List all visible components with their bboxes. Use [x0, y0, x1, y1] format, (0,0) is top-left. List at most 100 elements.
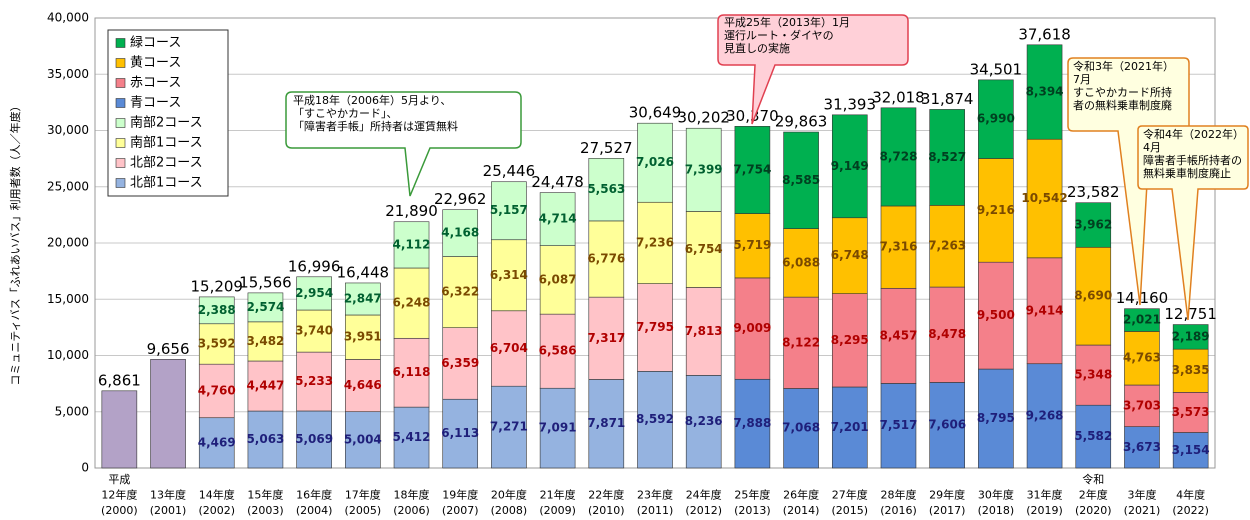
y-tick-label: 15,000 [47, 292, 89, 306]
annotation-text: 4月 [1143, 141, 1161, 154]
bar-segment [198, 296, 235, 325]
segment-label: 6,322 [441, 285, 479, 299]
total-label: 25,446 [483, 162, 536, 180]
annotation-text: 令和4年（2022年） [1143, 127, 1244, 141]
x-tick-label: 令和 [1082, 472, 1104, 486]
bar-segment [1075, 404, 1112, 469]
segment-label: 2,388 [198, 303, 236, 317]
legend-label: 南部2コース [130, 115, 203, 131]
y-axis-label: コミュニティバス「ふれあいバス」利用者数（人／年度） [8, 100, 22, 385]
annotation-text: すこやかカード所持 [1073, 85, 1172, 99]
total-label: 31,393 [824, 95, 877, 113]
x-tick-label: (2009) [539, 504, 576, 517]
bar-segment [393, 267, 430, 339]
segment-label: 2,847 [344, 291, 382, 305]
annotation-text: 者の無料乗車制度廃 [1073, 98, 1172, 112]
total-label: 24,478 [531, 173, 584, 191]
bar-segment [588, 158, 625, 222]
bar-segment [1124, 426, 1160, 469]
x-tick-label: 17年度 [345, 488, 381, 502]
bar-segment [929, 109, 965, 206]
bar-segment [929, 382, 965, 469]
total-label: 6,861 [98, 371, 141, 389]
segment-label: 9,216 [977, 203, 1015, 217]
x-tick-label: (2007) [442, 504, 479, 517]
total-label: 12,751 [1164, 305, 1217, 323]
segment-label: 3,951 [344, 330, 382, 344]
x-tick-label: (2003) [247, 504, 284, 517]
segment-label: 5,563 [587, 182, 625, 196]
x-tick-label: (2010) [588, 504, 625, 517]
segment-label: 7,068 [782, 421, 820, 435]
plot-area: 0 5,000 10,000 15,000 20,000 25,000 30,000 35,0… [47, 11, 1217, 518]
bar-segment [734, 213, 771, 279]
total-label: 16,996 [288, 257, 341, 275]
segment-label: 10,542 [1021, 191, 1067, 205]
total-label: 31,874 [921, 90, 974, 108]
annotation-text: 見直しの実施 [724, 41, 790, 55]
segment-label: 3,154 [1172, 443, 1210, 457]
segment-label: 8,295 [831, 333, 869, 347]
bar-segment [296, 276, 332, 311]
total-label: 32,018 [872, 88, 925, 106]
bar-segment [442, 256, 479, 328]
total-label: 22,962 [434, 190, 487, 208]
bar-segment [1075, 202, 1112, 248]
segment-label: 4,646 [344, 378, 382, 392]
x-tick-label: 12年度 [101, 488, 137, 502]
x-tick-label: (2020) [1075, 504, 1112, 517]
segment-label: 7,026 [636, 155, 674, 169]
total-label: 9,656 [147, 340, 190, 358]
bar-segment [978, 79, 1014, 159]
bar-segment [783, 131, 819, 229]
legend-label: 青コース [130, 96, 181, 111]
segment-label: 6,248 [393, 296, 431, 310]
segment-label: 5,069 [295, 432, 333, 446]
bar-segment [539, 313, 576, 389]
segment-label: 4,447 [246, 379, 284, 393]
segment-label: 7,888 [733, 416, 771, 430]
bar-segment [345, 359, 381, 413]
segment-label: 3,962 [1074, 217, 1112, 231]
total-label: 23,582 [1067, 183, 1120, 201]
bar-segment [442, 209, 479, 257]
segment-label: 6,314 [490, 268, 528, 282]
annotation-text: 障害者手帳所持者の [1143, 153, 1242, 167]
x-tick-label: 28年度 [880, 488, 916, 502]
legend-swatch [115, 138, 126, 148]
legend-swatch [115, 78, 126, 88]
segment-label: 9,500 [977, 308, 1015, 322]
x-tick-label: 19年度 [442, 488, 478, 502]
bar-segment [1075, 246, 1112, 346]
x-tick-label: (2006) [393, 504, 430, 517]
bar-segment [831, 217, 868, 294]
x-tick-label: 23年度 [637, 488, 673, 502]
segment-label: 7,263 [928, 239, 966, 253]
bar-segment [588, 379, 625, 469]
segment-label: 7,871 [587, 416, 625, 430]
segment-label: 4,112 [393, 237, 431, 251]
bar-segment [1124, 384, 1160, 427]
x-tick-label: (2012) [685, 504, 722, 517]
bar-segment [198, 363, 235, 419]
x-tick-label: 14年度 [199, 488, 235, 502]
segment-label: 8,394 [1026, 85, 1064, 99]
x-tick-label: (2016) [880, 504, 917, 517]
bar-segment [442, 398, 479, 469]
annotation-text: 平成18年（2006年）5月より、 [293, 93, 451, 107]
segment-label: 7,606 [928, 418, 966, 432]
x-tick-label: (2002) [198, 504, 235, 517]
legend-swatch [115, 98, 126, 108]
bar-segment [491, 181, 527, 241]
segment-label: 3,673 [1123, 440, 1161, 454]
callouts: 平成18年（2006年）5月より、「すこやかカード」、「障害者手帳」所持者は運賃… [285, 14, 1249, 321]
segment-label: 8,236 [685, 414, 723, 428]
bar-segment [588, 220, 625, 298]
segment-label: 5,157 [490, 203, 528, 217]
x-tick-label: 3年度 [1127, 488, 1156, 502]
legend-swatch [115, 158, 126, 168]
bar-segment [685, 375, 722, 469]
bar-segment [734, 378, 771, 469]
segment-label: 6,359 [441, 356, 479, 370]
y-tick-label: 5,000 [55, 404, 89, 418]
